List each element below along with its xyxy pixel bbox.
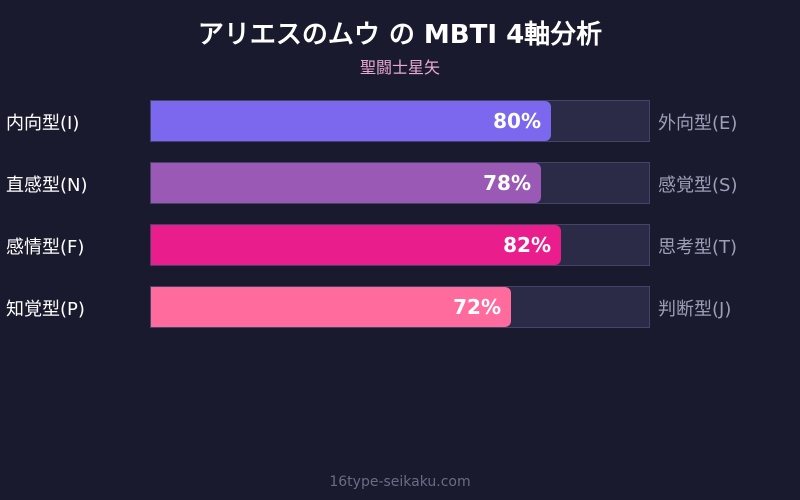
bar-row: 感情型(F) 82% 思考型(T) <box>0 224 800 268</box>
bar-row: 内向型(I) 80% 外向型(E) <box>0 100 800 144</box>
bar-value-label: 82% <box>503 233 551 257</box>
bar-value-label: 78% <box>483 171 531 195</box>
bar-fill <box>151 287 511 327</box>
right-axis-label: 判断型(J) <box>658 299 732 320</box>
bar-track: 72% <box>150 286 650 328</box>
left-axis-label: 内向型(I) <box>6 113 80 134</box>
bar-value-label: 72% <box>453 295 501 319</box>
left-axis-label: 知覚型(P) <box>6 299 85 320</box>
bar-track: 82% <box>150 224 650 266</box>
right-axis-label: 外向型(E) <box>658 113 738 134</box>
bar-track: 78% <box>150 162 650 204</box>
right-axis-label: 思考型(T) <box>658 237 738 258</box>
bar-row: 知覚型(P) 72% 判断型(J) <box>0 286 800 330</box>
chart-title: アリエスのムウ の MBTI 4軸分析 <box>197 20 603 50</box>
left-axis-label: 感情型(F) <box>6 237 85 258</box>
bar-value-label: 80% <box>493 109 541 133</box>
left-axis-label: 直感型(N) <box>6 175 88 196</box>
bar-fill <box>151 163 541 203</box>
bar-row: 直感型(N) 78% 感覚型(S) <box>0 162 800 206</box>
bar-fill <box>151 101 551 141</box>
chart-subtitle: 聖闘士星矢 <box>359 58 440 77</box>
bar-track: 80% <box>150 100 650 142</box>
footer-credit: 16type-seikaku.com <box>329 474 471 490</box>
right-axis-label: 感覚型(S) <box>658 175 738 196</box>
bar-fill <box>151 225 561 265</box>
